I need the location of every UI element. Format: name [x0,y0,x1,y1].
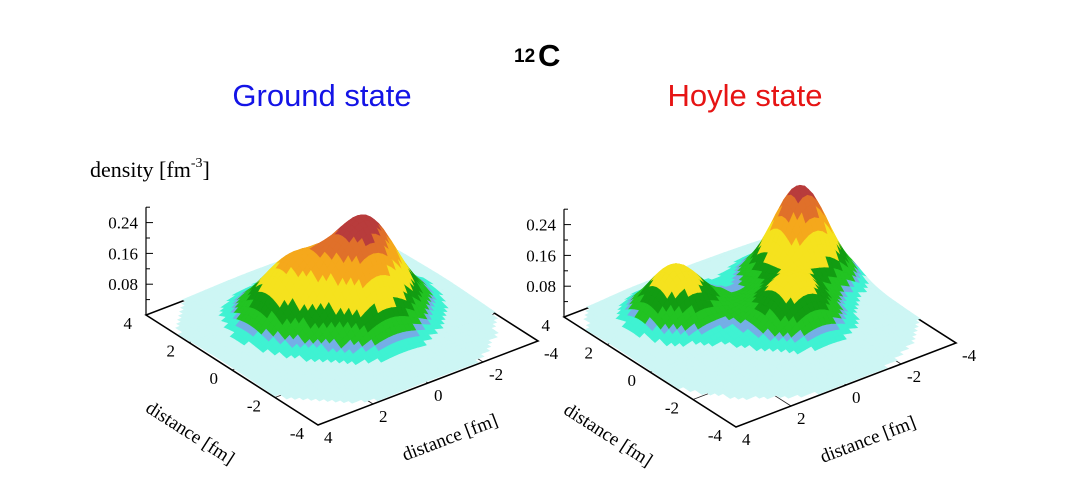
hoyle-state-plot: 0.08 0.16 0.24 4 2 0 -2 -4 4 2 0 -2 -4 distance [fm] d… [526,184,977,471]
x-tick-label: -2 [665,399,679,418]
x-tick-label: 0 [210,369,219,388]
z-axis-label-close: ] [203,157,210,182]
z-axis-label-exponent: -3 [191,156,203,171]
z-tick-label: 0.16 [108,244,138,263]
x-tick-label: -4 [708,426,723,445]
y-tick-label: 0 [852,388,861,407]
y-tick-label: 2 [797,409,806,428]
surface-patch [796,392,807,398]
y-tick-label: -2 [907,367,921,386]
ground-state-plot: 0.08 0.16 0.24 4 2 0 -2 -4 4 2 0 -2 -4 distance [fm] d… [108,206,559,469]
y-tick-label: -2 [489,365,503,384]
x-tick-label: 2 [167,342,176,361]
surface-patch [347,398,358,404]
z-tick-label: 0.24 [526,216,556,235]
z-axis-label-main: density [fm [90,157,191,182]
x-tick-label: 2 [585,344,594,363]
ground-state-title: Ground state [232,78,411,113]
surface-patch [814,389,824,395]
x-axis-label: distance [fm] [560,399,656,471]
nucleus-mass-number: 12 [514,46,535,67]
y-tick-label: -4 [962,346,977,365]
surface-patch [763,394,773,400]
x-axis-label: distance [fm] [142,397,238,469]
x-tick-label: 0 [628,371,637,390]
y-tick-label: 4 [324,428,333,447]
hoyle-state-title: Hoyle state [667,78,822,113]
density-surface [175,214,499,404]
surface-patch [742,394,752,400]
x-tick-label: -4 [290,424,305,443]
y-axis-label: distance [fm] [399,410,501,466]
z-tick-label: 0.08 [526,277,556,296]
z-tick-label: 0.08 [108,275,138,294]
surface-patch [784,393,794,399]
surface-patch [373,396,383,402]
z-axis-label: density [fm-3] [90,156,210,182]
nucleus-symbol: C [538,38,560,73]
x-tick-label: 4 [124,314,133,333]
y-tick-label: 2 [379,407,388,426]
surface-patch [360,397,371,403]
x-tick-label: -2 [247,397,261,416]
z-tick-label: 0.16 [526,246,556,265]
y-axis-label: distance [fm] [817,412,919,468]
density-surface [583,184,921,400]
y-tick-label: 0 [434,386,443,405]
y-tick-label: 4 [742,430,751,449]
z-tick-label: 0.24 [108,214,138,233]
x-tick-label: 4 [542,316,551,335]
y-tick-label: -4 [544,344,559,363]
